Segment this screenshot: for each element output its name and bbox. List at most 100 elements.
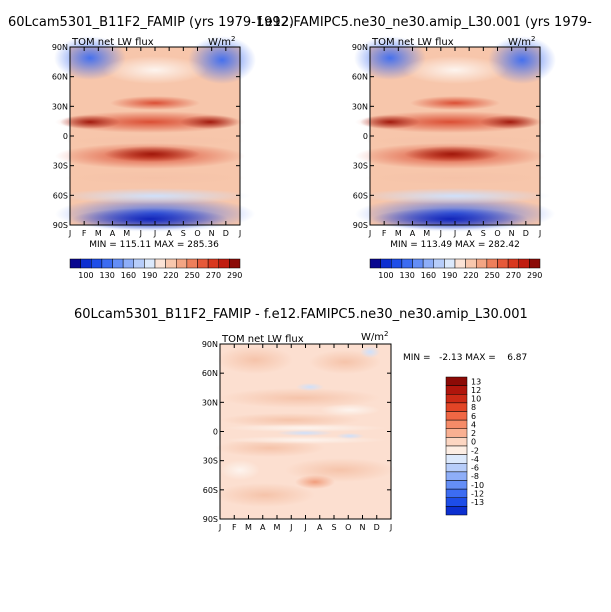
left-xtick-label: O — [194, 229, 200, 238]
right-colorbar-swatch — [369, 258, 381, 269]
diff-colorbar-swatch — [445, 463, 468, 473]
right-colorbar-label: 100 — [378, 271, 393, 280]
right-ytick-label: 60N — [352, 73, 368, 82]
right-xtick-label: J — [439, 229, 442, 238]
diff-colorbar-label: -2 — [471, 446, 479, 455]
right-colorbar-label: 290 — [527, 271, 542, 280]
left-colorbar-swatch — [186, 258, 198, 269]
right-y-ticks: 90S 60S 30S 0 30N 60N 90N — [352, 43, 540, 230]
right-panel-title: f.e12.FAMIPC5.ne30_ne30.amip_L30.001 (yr… — [257, 15, 592, 30]
right-colorbar-swatch — [380, 258, 392, 269]
left-xtick-label: M — [123, 229, 130, 238]
right-colorbar-swatch — [529, 258, 541, 269]
right-xtick-label: J — [368, 229, 371, 238]
diff-xtick-label: D — [374, 523, 380, 532]
left-colorbar-swatch — [207, 258, 219, 269]
right-ytick-label: 30N — [352, 102, 368, 111]
right-colorbar-swatch — [412, 258, 424, 269]
diff-cool-patch-2 — [277, 430, 333, 436]
right-colorbar-swatch — [401, 258, 413, 269]
diff-colorbar-swatch — [445, 402, 468, 412]
left-colorbar-swatch — [154, 258, 166, 269]
right-xtick-label: A — [410, 229, 416, 238]
left-south-light-band — [59, 188, 251, 204]
diff-ytick-label: 30N — [202, 398, 218, 407]
right-nh-subtropic-core2 — [480, 115, 540, 129]
left-colorbar-swatch — [80, 258, 92, 269]
left-eq-peach — [65, 135, 245, 147]
diff-colorbar-label: 0 — [471, 438, 476, 447]
difference-y-ticks: 90S 60S 30S 0 30N 60N 90N — [202, 340, 391, 524]
diff-xtick-label: M — [274, 523, 281, 532]
diff-colorbar-swatch — [445, 488, 468, 498]
right-south-light-band — [359, 188, 551, 204]
diff-warm-patch-3 — [220, 388, 380, 408]
right-xtick-label: M — [423, 229, 430, 238]
diff-colorbar-label: 10 — [471, 395, 481, 404]
right-colorbar-swatch — [444, 258, 456, 269]
left-colorbar-swatch — [69, 258, 81, 269]
diff-colorbar-label: -13 — [471, 498, 484, 507]
difference-units-label: W/m2 — [361, 330, 388, 343]
right-colorbar-swatch — [497, 258, 509, 269]
difference-subtitle: TOM net LW flux — [221, 334, 304, 345]
left-colorbar-label: 100 — [78, 271, 93, 280]
diff-ytick-label: 60N — [202, 369, 218, 378]
left-colorbar-swatch — [176, 258, 188, 269]
diff-colorbar-swatch — [445, 385, 468, 395]
right-xtick-label: J — [453, 229, 456, 238]
diff-cool-patch-3 — [360, 346, 380, 358]
left-colorbar-swatch — [144, 258, 156, 269]
diff-colorbar-label: 4 — [471, 420, 476, 429]
right-colorbar-label: 220 — [463, 271, 478, 280]
right-xtick-label: O — [494, 229, 500, 238]
right-colorbar-swatch — [391, 258, 403, 269]
diff-colorbar-label: 13 — [471, 377, 481, 386]
diff-colorbar-label: -10 — [471, 481, 484, 490]
right-colorbar-label: 270 — [506, 271, 521, 280]
left-colorbar-label: 190 — [142, 271, 157, 280]
diff-ytick-label: 60S — [203, 486, 218, 495]
right-colorbar-label: 130 — [400, 271, 415, 280]
diff-colorbar-swatch — [445, 454, 468, 464]
right-nh-midlat-red — [410, 96, 500, 110]
diff-colorbar-swatch — [445, 394, 468, 404]
diff-colorbar-label: 6 — [471, 412, 476, 421]
left-xtick-label: N — [209, 229, 215, 238]
diff-xtick-label: J — [218, 523, 221, 532]
left-ytick-label: 30N — [52, 102, 68, 111]
diff-colorbar-label: -6 — [471, 464, 479, 473]
diff-warm-patch-7 — [215, 483, 315, 507]
right-xtick-label: J — [538, 229, 541, 238]
left-subtitle: TOM net LW flux — [71, 37, 154, 48]
left-ytick-label: 30S — [53, 162, 68, 171]
diff-xtick-label: S — [331, 523, 336, 532]
left-colorbar: 100 130 160 190 220 250 270 290 — [69, 258, 242, 280]
diff-colorbar-swatch — [445, 506, 468, 516]
diff-xtick-label: J — [389, 523, 392, 532]
diff-colorbar-swatch — [445, 428, 468, 438]
right-north-white-band — [403, 56, 507, 84]
diff-colorbar-label: 2 — [471, 429, 476, 438]
right-field — [354, 36, 556, 232]
right-xtick-label: N — [509, 229, 515, 238]
left-xtick-label: J — [139, 229, 142, 238]
left-colorbar-label: 250 — [185, 271, 200, 280]
left-y-ticks: 90S 60S 30S 0 30N 60N 90N — [52, 43, 240, 230]
left-colorbar-swatch — [218, 258, 230, 269]
diff-xtick-label: M — [245, 523, 252, 532]
diff-colorbar-swatch — [445, 471, 468, 481]
left-xtick-label: M — [95, 229, 102, 238]
left-south-polar-deep — [72, 208, 228, 230]
right-xtick-label: S — [481, 229, 486, 238]
left-xtick-label: S — [181, 229, 186, 238]
left-colorbar-swatch — [91, 258, 103, 269]
diff-white-patch-4 — [220, 460, 260, 480]
right-ytick-label: 90S — [353, 221, 368, 230]
diff-cool-patch-1 — [296, 383, 324, 391]
diff-white-patch-3 — [320, 404, 380, 416]
diff-cool-patch-4 — [336, 433, 364, 439]
left-xtick-label: A — [110, 229, 116, 238]
